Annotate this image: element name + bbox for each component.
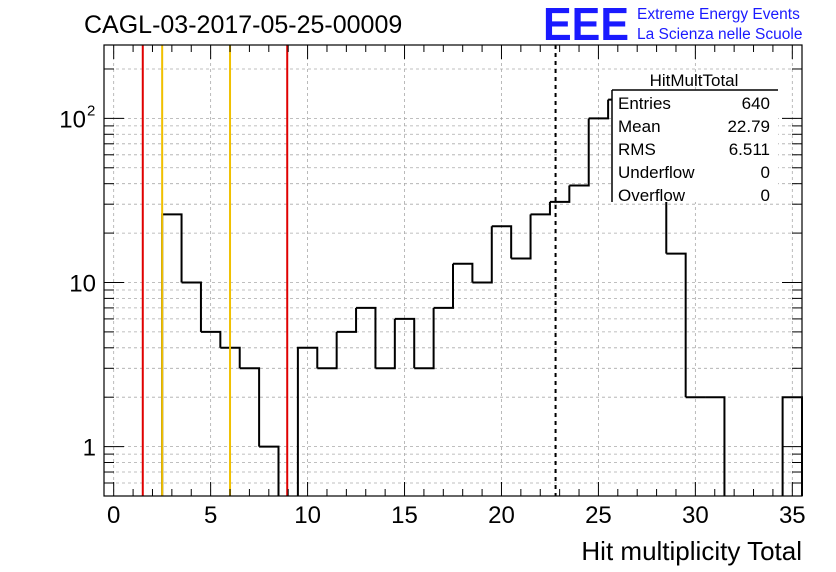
run-title: CAGL-03-2017-05-25-00009: [84, 11, 402, 39]
stats-row-value: 0: [761, 186, 770, 205]
y-tick-label: 10: [69, 270, 96, 297]
stats-row-value: 640: [742, 94, 770, 113]
stats-row-label: RMS: [618, 140, 656, 159]
histogram-bin: [453, 262, 474, 283]
histogram-bin: [259, 445, 280, 496]
histogram-bin: [569, 118, 590, 187]
logo-mark: EEE: [543, 0, 629, 50]
histogram-bin: [239, 367, 261, 447]
x-tick-label: 20: [488, 502, 515, 529]
histogram-bin: [375, 318, 396, 370]
histogram-bin: [336, 307, 358, 333]
plot-frame: [103, 44, 803, 497]
stats-row-label: Underflow: [618, 163, 695, 182]
x-tick-label: 30: [682, 502, 709, 529]
histogram-bin: [472, 226, 493, 284]
histogram-bin: [356, 306, 377, 369]
histogram-bin: [549, 185, 571, 203]
x-tick-label: 35: [779, 502, 806, 529]
histogram-bin: [491, 225, 513, 259]
histogram-bin: [317, 331, 338, 370]
histogram-bin: [414, 307, 435, 370]
stats-box: HitMultTotal Entries 640 Mean 22.79 RMS 6.511…: [611, 71, 778, 205]
logo-line-2: La Scienza nelle Scuole: [637, 26, 802, 43]
histogram-bin: [296, 346, 319, 496]
histogram-bin: [588, 99, 610, 120]
y-tick-label: 10: [59, 106, 86, 133]
histogram-bin: [220, 346, 241, 369]
stats-row-value: 6.511: [729, 140, 770, 159]
histogram-bin: [530, 201, 551, 216]
stats-box-title: HitMultTotal: [650, 71, 739, 90]
stats-row-label: Mean: [618, 117, 661, 136]
histogram-bin: [666, 252, 687, 398]
stats-row-label: Entries: [618, 94, 671, 113]
stats-row-value: 22.79: [727, 117, 770, 136]
logo-line-1: Extreme Energy Events: [637, 6, 800, 23]
histogram-bin: [394, 317, 416, 369]
axis-ticks: [104, 45, 802, 497]
eee-logo: EEE Extreme Energy Events La Scienza nel…: [543, 0, 802, 50]
y-tick-label: 1: [83, 435, 96, 462]
marker-lines: [141, 45, 557, 496]
histogram-bin: [433, 263, 454, 309]
x-tick-label: 0: [107, 502, 120, 529]
x-tick-label: 10: [294, 502, 321, 529]
histogram-bin: [181, 281, 202, 332]
x-tick-label: 5: [204, 502, 217, 529]
y-tick-exponent: 2: [87, 102, 95, 119]
histogram-bin: [200, 330, 222, 348]
histogram-bin: [705, 396, 726, 496]
x-tick-label: 15: [391, 502, 418, 529]
x-tick-label: 25: [585, 502, 612, 529]
x-tick-labels: 0 5 10 15 20 25 30 35: [107, 502, 806, 529]
histogram-bin: [511, 214, 532, 260]
stats-row-label: Overflow: [618, 186, 686, 205]
stats-box-background: [612, 90, 778, 202]
stats-row-value: 0: [761, 163, 770, 182]
x-axis-label: Hit multiplicity Total: [581, 536, 802, 566]
stats-rows: Entries 640 Mean 22.79 RMS 6.511 Underflow 0 Ove…: [618, 94, 770, 205]
